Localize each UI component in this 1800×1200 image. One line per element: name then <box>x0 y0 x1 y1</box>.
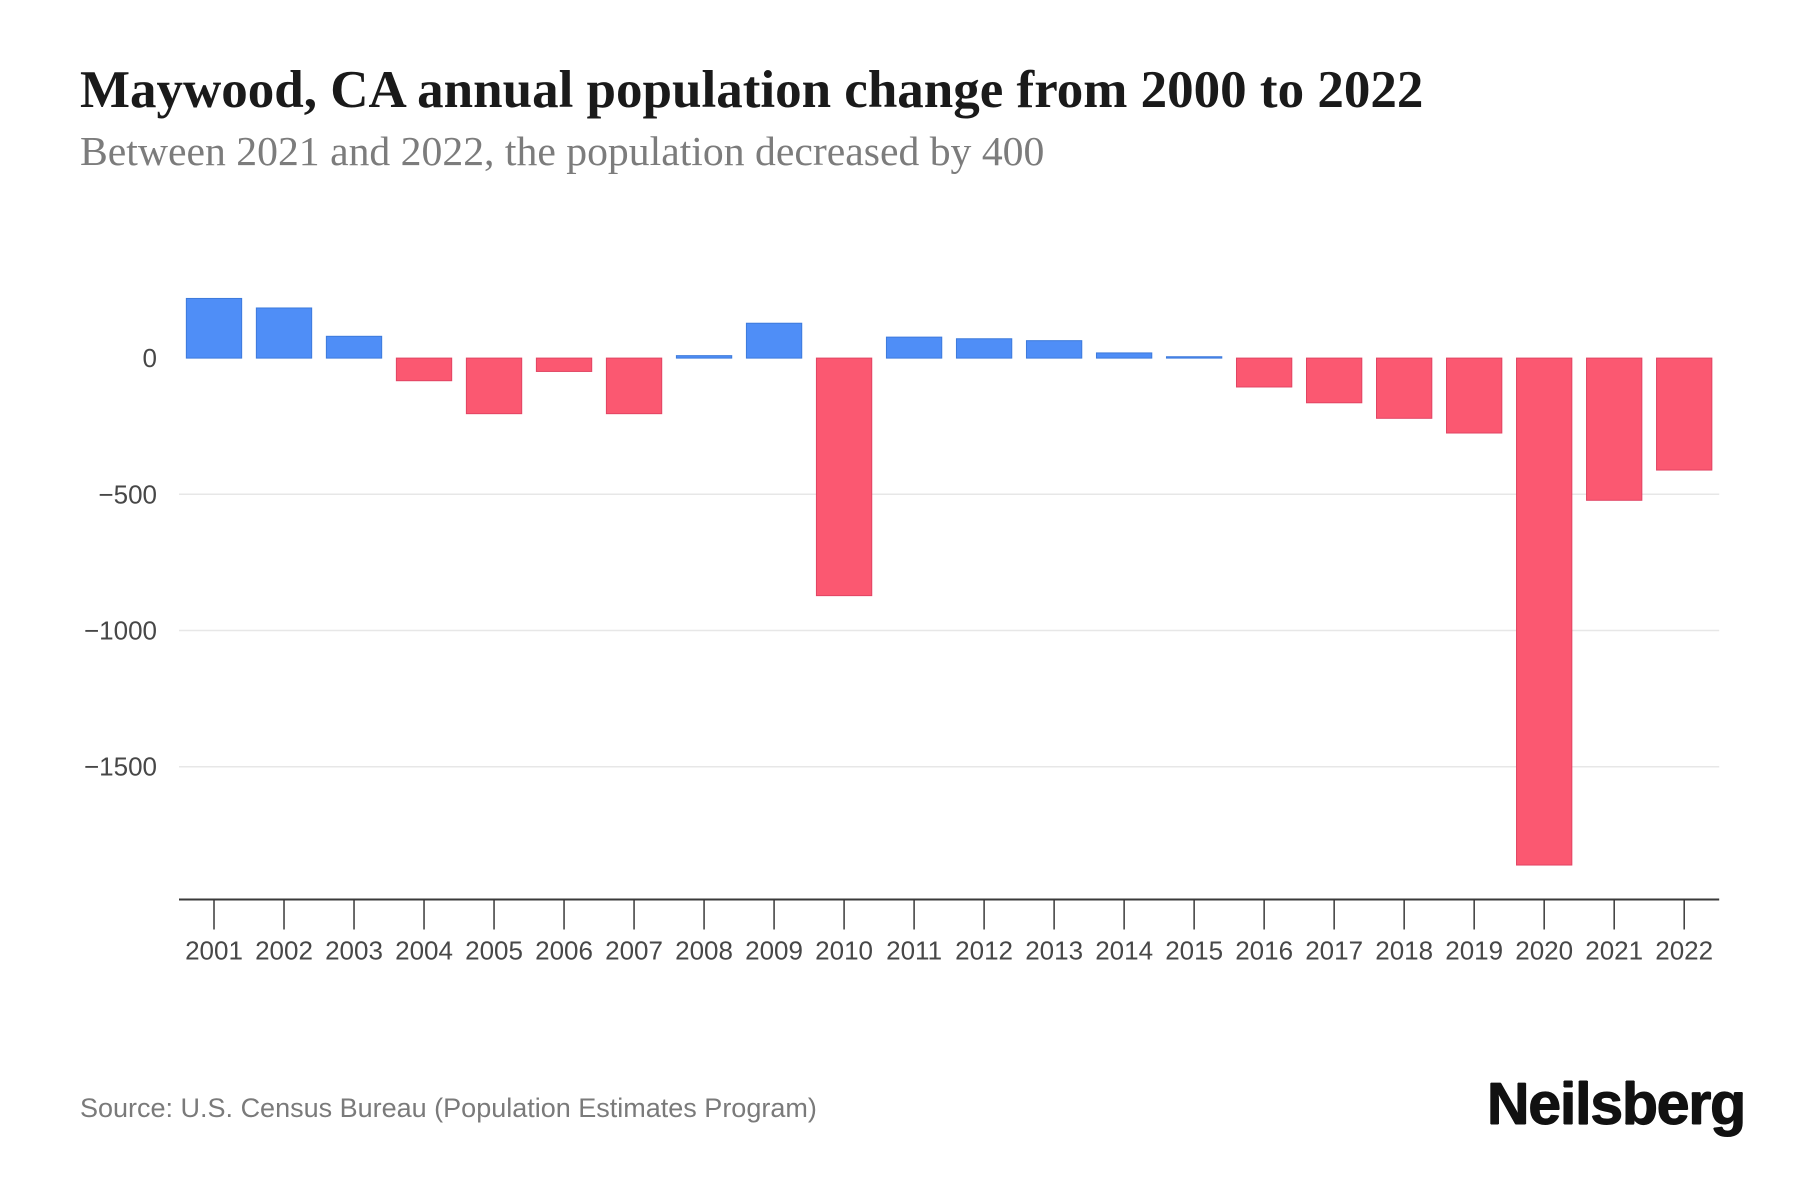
svg-text:2002: 2002 <box>255 936 313 966</box>
svg-text:2005: 2005 <box>465 936 523 966</box>
svg-text:2015: 2015 <box>1165 936 1223 966</box>
svg-text:2003: 2003 <box>325 936 383 966</box>
svg-text:2001: 2001 <box>185 936 243 966</box>
svg-text:2017: 2017 <box>1305 936 1363 966</box>
svg-text:2020: 2020 <box>1515 936 1573 966</box>
svg-text:0: 0 <box>143 343 157 373</box>
svg-text:−1000: −1000 <box>84 616 157 646</box>
svg-text:2021: 2021 <box>1585 936 1643 966</box>
svg-text:2018: 2018 <box>1375 936 1433 966</box>
svg-text:2010: 2010 <box>815 936 873 966</box>
svg-text:2022: 2022 <box>1655 936 1713 966</box>
svg-text:2019: 2019 <box>1445 936 1503 966</box>
svg-text:2016: 2016 <box>1235 936 1293 966</box>
svg-text:2012: 2012 <box>955 936 1013 966</box>
svg-text:2006: 2006 <box>535 936 593 966</box>
svg-text:2011: 2011 <box>886 936 942 966</box>
svg-text:−500: −500 <box>98 479 157 509</box>
svg-text:−1500: −1500 <box>84 752 157 782</box>
svg-text:2004: 2004 <box>395 936 453 966</box>
svg-text:2013: 2013 <box>1025 936 1083 966</box>
svg-text:2008: 2008 <box>675 936 733 966</box>
svg-text:2014: 2014 <box>1095 936 1153 966</box>
svg-text:2007: 2007 <box>605 936 663 966</box>
svg-text:2009: 2009 <box>745 936 803 966</box>
